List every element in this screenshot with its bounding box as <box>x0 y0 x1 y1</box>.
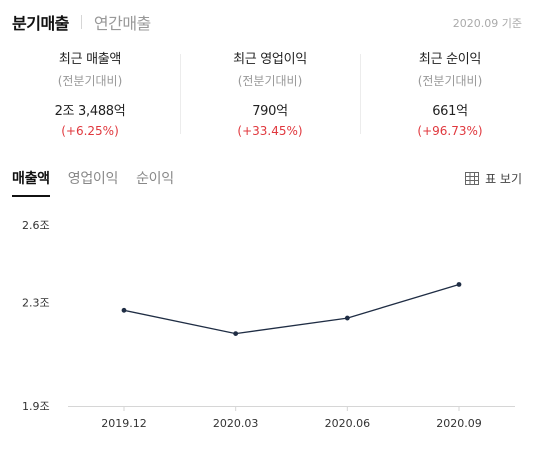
tab-net-income[interactable]: 순이익 <box>136 171 174 187</box>
table-view-label: 표 보기 <box>485 172 522 186</box>
summary-subtitle: (전분기대비) <box>417 74 483 88</box>
y-tick-label: 2.6조 <box>22 219 50 232</box>
summary-title: 최근 매출액 <box>58 52 122 67</box>
data-point <box>121 307 127 313</box>
series-line <box>123 283 460 335</box>
x-tick-label: 2020.06 <box>325 417 371 430</box>
tab-revenue[interactable]: 매출액 <box>12 168 50 197</box>
summary-change: (+96.73%) <box>417 124 483 138</box>
tab-divider <box>80 15 82 29</box>
x-tick-label: 2020.03 <box>213 417 259 430</box>
data-point <box>233 331 239 336</box>
summary-subtitle: (전분기대비) <box>57 74 123 88</box>
data-point <box>344 315 350 321</box>
summary-operating-income: 최근 영업이익 (전분기대비) 790억 (+33.45%) <box>180 44 360 144</box>
summary-revenue: 최근 매출액 (전분기대비) 2조 3,488억 (+6.25%) <box>0 44 180 144</box>
summary-net-income: 최근 순이익 (전분기대비) 661억 (+96.73%) <box>360 44 540 144</box>
tab-annual[interactable]: 연간매출 <box>93 14 151 33</box>
summary-change: (+33.45%) <box>237 124 303 138</box>
summary-change: (+6.25%) <box>61 124 119 138</box>
summary-value: 2조 3,488억 <box>54 104 126 119</box>
summary-title: 최근 순이익 <box>418 52 482 67</box>
y-tick-label: 2.3조 <box>22 297 50 310</box>
data-point <box>456 282 462 287</box>
table-view-button[interactable]: 표 보기 <box>465 170 522 187</box>
basis-date: 2020.09 기준 <box>452 17 522 30</box>
summary-subtitle: (전분기대비) <box>237 74 303 88</box>
y-tick-label: 1.9조 <box>22 400 50 413</box>
period-tabs: 분기매출 연간매출 <box>12 10 151 34</box>
summary-value: 661억 <box>432 104 468 119</box>
summary-title: 최근 영업이익 <box>233 52 307 67</box>
x-tick-label: 2019.12 <box>101 417 147 430</box>
metric-tabs: 매출액 영업이익 순이익 <box>12 168 192 197</box>
table-grid-icon <box>465 172 480 185</box>
x-tick-label: 2020.09 <box>436 417 482 430</box>
revenue-line-chart: 2.6조 2.3조 1.9조 2019.12 2020.03 2020.06 2020.09 <box>22 219 515 430</box>
summary-value: 790억 <box>252 104 288 119</box>
tab-operating-income[interactable]: 영업이익 <box>67 171 119 187</box>
summary-panel: 최근 매출액 (전분기대비) 2조 3,488억 (+6.25%) 최근 영업이… <box>0 44 540 144</box>
tab-quarterly[interactable]: 분기매출 <box>12 14 69 33</box>
